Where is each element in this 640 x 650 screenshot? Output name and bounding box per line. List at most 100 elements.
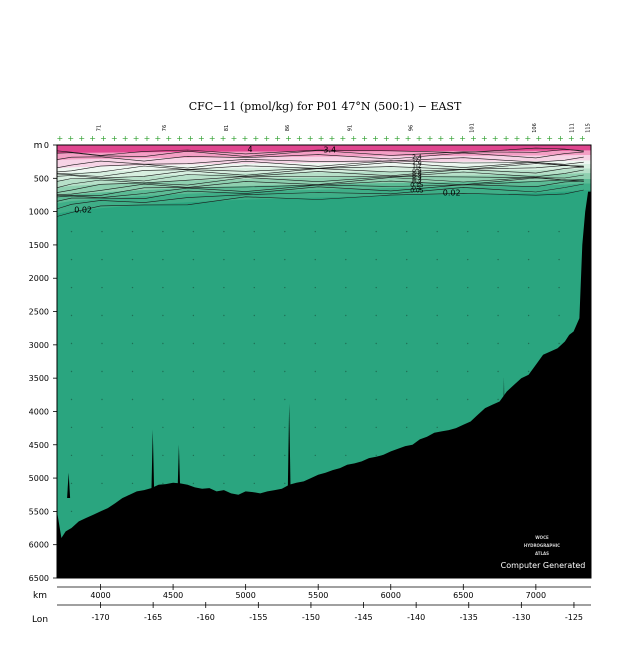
station-label: 101 xyxy=(469,123,475,133)
sample-dot xyxy=(467,398,469,401)
station-marker: + xyxy=(274,134,281,143)
sample-dot xyxy=(284,258,286,261)
sample-dot xyxy=(162,482,164,485)
sample-dot xyxy=(162,342,164,345)
sample-dot xyxy=(101,426,103,429)
contour-line-2 xyxy=(56,180,584,202)
station-marker: + xyxy=(220,134,227,143)
sample-dot xyxy=(192,342,195,345)
sample-dot xyxy=(284,482,286,485)
station-marker: + xyxy=(122,134,129,143)
stacked-contour-label: 0.1 xyxy=(412,185,422,192)
sample-dot xyxy=(223,370,225,373)
sample-dot xyxy=(314,286,316,289)
sample-dot xyxy=(467,258,469,261)
sample-dot xyxy=(223,426,225,429)
sample-dot xyxy=(406,342,408,345)
station-marker: + xyxy=(427,134,434,143)
station-label: 96 xyxy=(409,125,415,131)
sample-dot xyxy=(223,314,225,317)
station-marker: + xyxy=(242,134,249,143)
seafloor xyxy=(57,191,591,578)
sample-dot xyxy=(101,342,103,345)
station-marker: + xyxy=(100,134,107,143)
sample-dot xyxy=(70,370,73,373)
station-label: 86 xyxy=(285,125,291,131)
sample-dot xyxy=(162,398,164,401)
contour-line-7 xyxy=(56,169,584,188)
sample-dot xyxy=(192,454,195,457)
sample-dot xyxy=(162,454,164,457)
sample-dot xyxy=(406,398,408,401)
sample-dot xyxy=(436,342,438,345)
sample-dot xyxy=(192,258,195,261)
sample-dot xyxy=(436,370,438,373)
km-tick-label: 5500 xyxy=(308,591,328,600)
station-marker: + xyxy=(448,134,455,143)
sample-dot xyxy=(101,482,103,485)
sample-dot xyxy=(497,286,499,289)
station-label: 91 xyxy=(348,125,354,131)
station-label: 115 xyxy=(586,123,592,133)
station-marker: + xyxy=(154,134,161,143)
station-marker: + xyxy=(144,134,151,143)
sample-dot xyxy=(101,370,103,373)
sample-dot xyxy=(345,426,347,429)
station-marker: + xyxy=(514,134,521,143)
station-marker: + xyxy=(546,134,553,143)
sample-dot xyxy=(253,398,255,401)
sample-dot xyxy=(70,398,73,401)
station-marker: + xyxy=(318,134,325,143)
sample-dot xyxy=(192,230,195,233)
sample-dot xyxy=(70,454,73,457)
sample-dot xyxy=(253,286,255,289)
lon-tick-label: -130 xyxy=(512,613,530,622)
lon-axis-label: Lon xyxy=(32,615,48,625)
sample-dot xyxy=(497,230,499,233)
sample-dot xyxy=(253,314,255,317)
stacked-contour-label: 1.6 xyxy=(412,160,422,167)
contour-label: 3.4 xyxy=(323,146,336,155)
sample-dot xyxy=(345,454,347,457)
lon-tick-label: -165 xyxy=(144,613,162,622)
sample-dot xyxy=(223,454,225,457)
station-marker: + xyxy=(89,134,96,143)
sample-dot xyxy=(192,426,195,429)
plot-area: 0 500 1000 1500 2000 2500 3000 3500 4000 4500 5000… xyxy=(29,123,592,622)
station-marker: + xyxy=(405,134,412,143)
seamount-spike-3 xyxy=(287,403,291,499)
seamount-spike-4 xyxy=(502,376,506,499)
sample-dot xyxy=(162,286,164,289)
contour-label: 4 xyxy=(247,145,252,154)
sample-dot xyxy=(345,398,347,401)
sample-dot xyxy=(284,426,286,429)
sample-dot xyxy=(70,258,73,261)
computer-generated-label: Computer Generated xyxy=(501,561,586,570)
sample-dot xyxy=(101,454,103,457)
sample-dot xyxy=(375,314,377,317)
depth-tick-label: 2000 xyxy=(29,274,49,283)
sample-dot xyxy=(436,286,438,289)
sample-dot xyxy=(131,398,134,401)
depth-tick-label: 6500 xyxy=(29,574,49,583)
station-marker: + xyxy=(67,134,74,143)
km-tick-label: 5000 xyxy=(235,591,255,600)
sample-dot xyxy=(406,426,408,429)
sample-dot xyxy=(162,426,164,429)
sample-dot xyxy=(223,342,225,345)
sample-dot xyxy=(497,398,499,401)
sample-dot xyxy=(406,370,408,373)
sample-dot xyxy=(527,258,530,261)
stacked-contour-label: 2 xyxy=(415,157,419,164)
station-marker: + xyxy=(209,134,216,143)
sample-dot xyxy=(436,314,438,317)
stacked-contour-label: 1 xyxy=(415,165,419,172)
sample-dot xyxy=(314,342,316,345)
station-marker: + xyxy=(263,134,270,143)
sample-dot xyxy=(375,286,377,289)
sample-dot xyxy=(284,314,286,317)
stacked-contour-label: 0.4 xyxy=(412,174,422,181)
station-marker: + xyxy=(557,134,564,143)
contour-label: 0.02 xyxy=(74,206,92,215)
sample-dot xyxy=(558,286,560,289)
